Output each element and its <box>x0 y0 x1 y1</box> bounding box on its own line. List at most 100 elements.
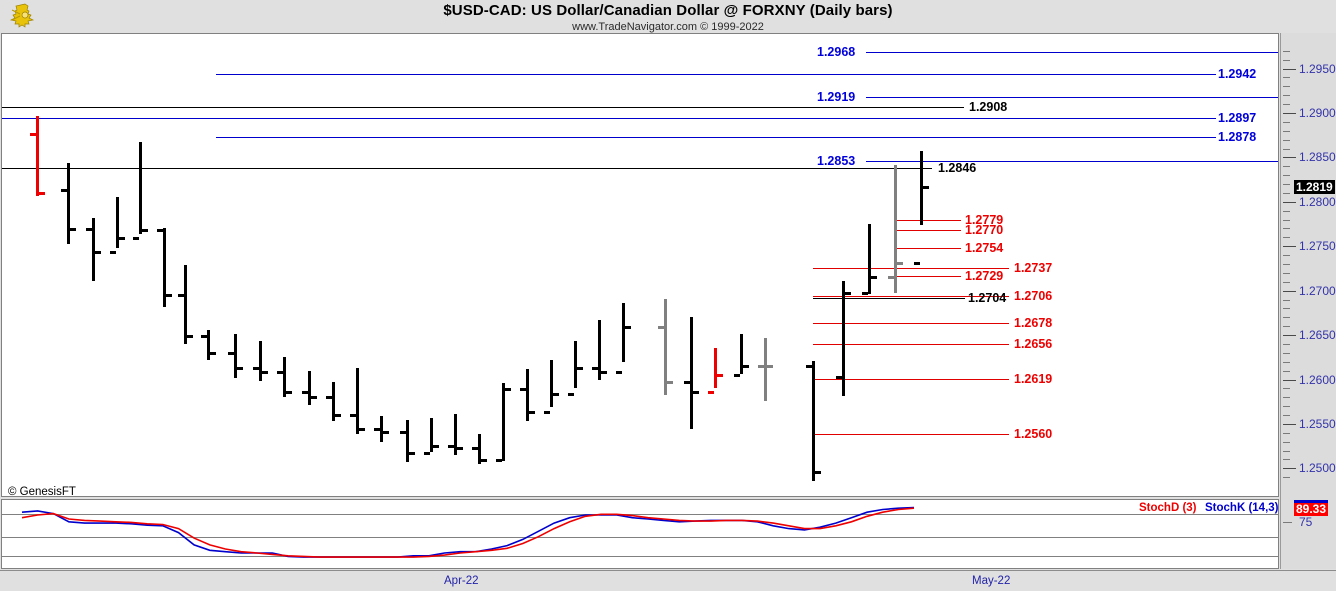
price-axis-minor-tick <box>1283 432 1290 434</box>
level-line-1.2853 <box>866 161 1278 162</box>
price-axis-minor-tick <box>1283 450 1290 452</box>
stoch-series-line <box>21 506 915 558</box>
price-axis-minor-tick <box>1283 406 1290 408</box>
ohlc-bar-range <box>550 360 553 408</box>
level-label-1.2560: 1.2560 <box>1014 427 1053 441</box>
price-axis-tick-mark <box>1283 246 1296 248</box>
price-axis-minor-tick <box>1283 166 1290 168</box>
level-line-1.2968 <box>866 52 1278 53</box>
level-line-1.2704 <box>813 298 965 299</box>
ohlc-bar-close-tick <box>237 367 243 371</box>
date-axis[interactable]: Apr-22 May-22 <box>0 570 1336 591</box>
level-label-1.2942: 1.2942 <box>1218 67 1257 81</box>
price-axis-minor-tick <box>1283 441 1290 443</box>
price-axis-tick-mark <box>1283 290 1296 292</box>
price-axis-minor-tick <box>1283 477 1290 479</box>
ohlc-bar-close-tick <box>717 374 723 378</box>
level-label-1.2897: 1.2897 <box>1218 111 1257 125</box>
ohlc-bar-range <box>163 227 166 307</box>
ohlc-bar-open-tick <box>806 364 812 368</box>
level-line-1.2908 <box>2 107 964 108</box>
price-axis-minor-tick <box>1283 397 1290 399</box>
price-axis-minor-tick <box>1283 317 1290 319</box>
ohlc-bar-open-tick <box>684 380 690 384</box>
ohlc-bar-open-tick <box>133 236 139 240</box>
stochastic-pane[interactable]: StochD (3) StochK (14,3) <box>1 499 1279 569</box>
price-axis-tick-mark <box>1283 157 1296 159</box>
level-line-1.2729 <box>895 276 961 277</box>
ohlc-bar-open-tick <box>374 427 380 431</box>
ohlc-bar-close-tick <box>39 192 45 196</box>
price-axis-tick-mark <box>1283 201 1296 203</box>
ohlc-bar-open-tick <box>568 392 574 396</box>
ohlc-bar-close-tick <box>70 227 76 231</box>
ohlc-bar-range <box>868 224 871 295</box>
price-chart-pane[interactable]: 1.2968 1.2942 1.2919 1.2897 1.2878 1.285… <box>1 33 1279 497</box>
ohlc-bar-open-tick <box>253 367 259 371</box>
ohlc-bar-open-tick <box>592 367 598 371</box>
price-axis-minor-tick <box>1283 77 1290 79</box>
date-axis-label-may: May-22 <box>972 575 1011 587</box>
ohlc-bar-open-tick <box>277 370 283 374</box>
stochastic-lines <box>21 506 915 558</box>
price-axis-minor-tick <box>1283 148 1290 150</box>
ohlc-bar-close-tick <box>187 335 193 339</box>
ohlc-bar-range <box>920 151 923 225</box>
level-label-1.2770: 1.2770 <box>965 223 1004 237</box>
level-line-1.2656 <box>813 344 1009 345</box>
ohlc-bar-close-tick <box>119 236 125 240</box>
ohlc-bar-range <box>894 165 897 294</box>
ohlc-bar-close-tick <box>577 367 583 371</box>
ohlc-bar-open-tick <box>616 370 622 374</box>
ohlc-bar-range <box>234 334 237 378</box>
price-axis-minor-tick <box>1283 343 1290 345</box>
ohlc-bar-range <box>664 298 667 395</box>
ohlc-bar-close-tick <box>409 452 415 456</box>
price-axis-tick-label: 1.2600 <box>1299 372 1336 387</box>
price-axis-minor-tick <box>1283 388 1290 390</box>
ohlc-bar-close-tick <box>601 370 607 374</box>
price-axis-minor-tick <box>1283 59 1290 61</box>
ohlc-bar-close-tick <box>743 364 749 368</box>
date-axis-label-apr: Apr-22 <box>444 575 479 587</box>
ohlc-bar-close-tick <box>210 352 216 356</box>
stoch-axis-tick-mark-75 <box>1283 522 1292 523</box>
ohlc-bar-close-tick <box>815 471 821 475</box>
ohlc-bar-close-tick <box>923 185 929 189</box>
price-axis-minor-tick <box>1283 121 1290 123</box>
level-label-1.2729: 1.2729 <box>965 269 1004 283</box>
ohlc-bar-close-tick <box>286 391 292 395</box>
ohlc-bar-range <box>283 357 286 398</box>
price-axis-minor-tick <box>1283 299 1290 301</box>
ohlc-bar-close-tick <box>871 275 877 279</box>
ohlc-bar-open-tick <box>110 250 116 254</box>
ohlc-bar-close-tick <box>505 387 511 391</box>
ohlc-bar-range <box>406 420 409 463</box>
level-label-1.2656: 1.2656 <box>1014 337 1053 351</box>
price-axis-minor-tick <box>1283 86 1290 88</box>
ohlc-bar-range <box>842 280 845 396</box>
price-axis-minor-tick <box>1283 139 1290 141</box>
level-label-1.2737: 1.2737 <box>1014 261 1053 275</box>
price-axis-minor-tick <box>1283 281 1290 283</box>
ohlc-bar-range <box>259 341 262 382</box>
ohlc-bar-open-tick <box>86 227 92 231</box>
stoch-gridline-50 <box>2 537 1278 538</box>
level-line-1.2846 <box>2 168 932 169</box>
price-axis-minor-tick <box>1283 459 1290 461</box>
ohlc-bar-open-tick <box>448 445 454 449</box>
vendor-watermark: © GenesisFT <box>8 486 76 497</box>
level-label-1.2878: 1.2878 <box>1218 130 1257 144</box>
price-axis[interactable]: 1.2950 1.2900 1.2850 1.2800 1.2750 1.2700 1.26… <box>1280 33 1336 569</box>
price-axis-tick-label: 1.2700 <box>1299 283 1336 298</box>
price-axis-minor-tick <box>1283 175 1290 177</box>
ohlc-bar-close-tick <box>311 396 317 400</box>
ohlc-bar-open-tick <box>201 335 207 339</box>
ohlc-bar-close-tick <box>767 364 773 368</box>
stoch-axis-tick-75: 75 <box>1299 515 1313 529</box>
ohlc-bar-range <box>207 329 210 361</box>
price-axis-minor-tick <box>1283 50 1290 52</box>
level-label-1.2853: 1.2853 <box>817 154 856 168</box>
chart-subtitle: www.TradeNavigator.com © 1999-2022 <box>572 21 764 33</box>
price-axis-minor-tick <box>1283 192 1290 194</box>
